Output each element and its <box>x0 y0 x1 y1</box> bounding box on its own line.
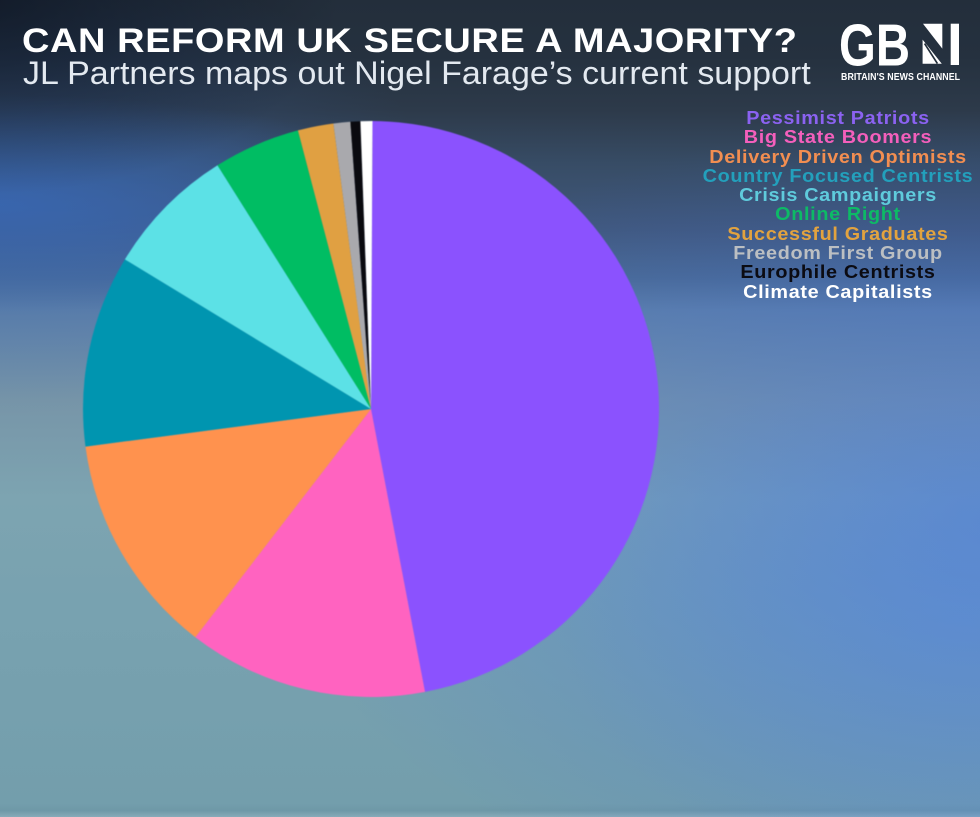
svg-text:GB: GB <box>839 13 910 79</box>
